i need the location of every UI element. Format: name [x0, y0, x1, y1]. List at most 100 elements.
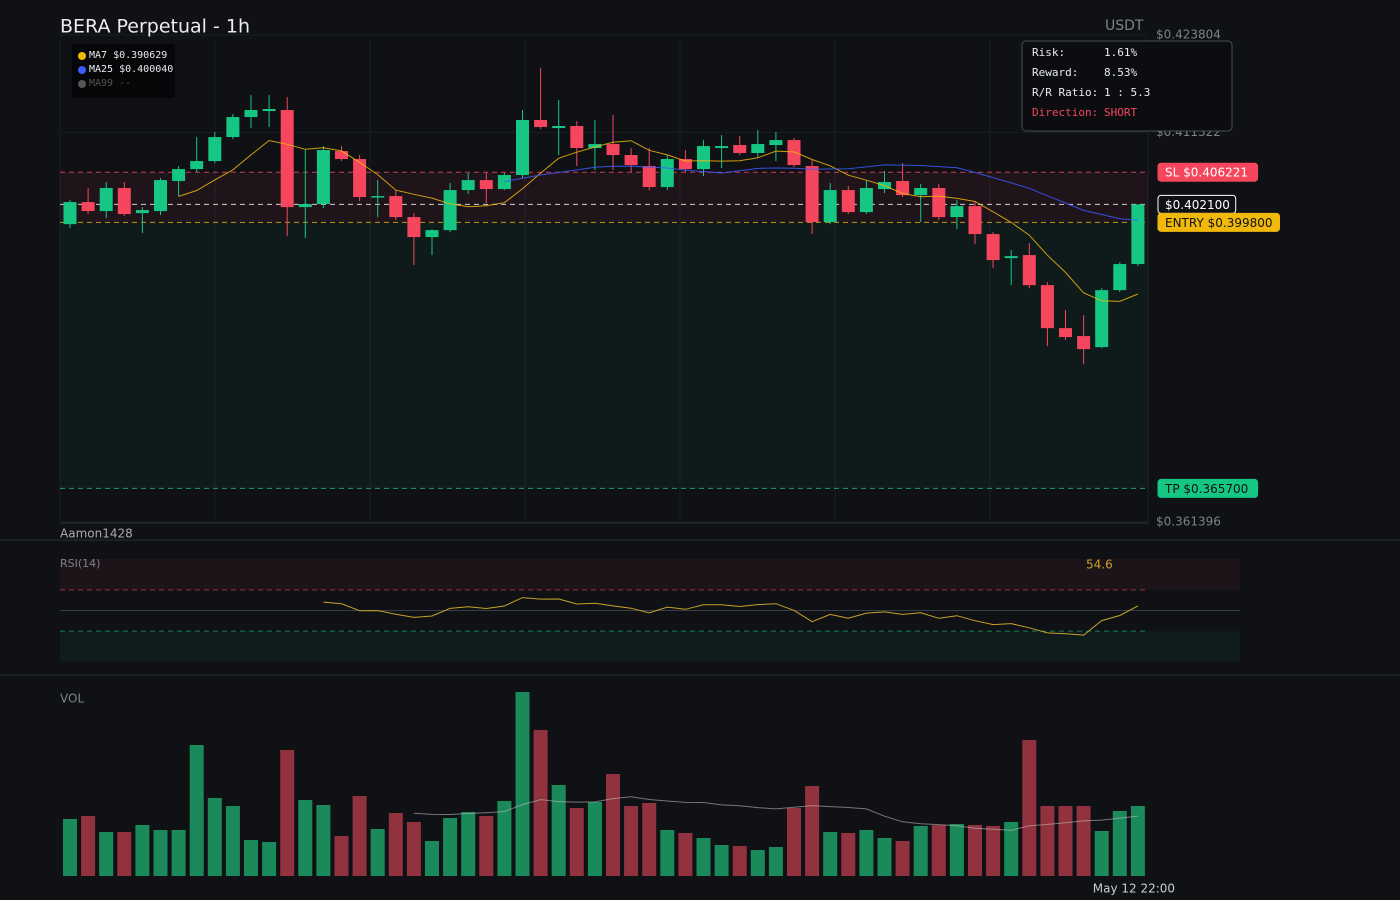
volume-bar [1022, 740, 1037, 876]
volume-bar [642, 803, 657, 876]
volume-bar [316, 805, 331, 876]
volume-bar [1076, 806, 1091, 876]
volume-bar [678, 833, 693, 876]
candle-body [99, 188, 113, 212]
volume-bar [1004, 822, 1019, 876]
volume-bar [696, 838, 711, 876]
volume-bar [388, 813, 403, 876]
volume-bar [244, 840, 258, 876]
candle-body [262, 109, 276, 112]
candle-body [407, 217, 421, 238]
candle-body [841, 190, 855, 213]
volume-bar [153, 830, 168, 876]
candle-body [715, 146, 729, 149]
moving-average [504, 164, 1138, 221]
level-tag-label: SL $0.406221 [1165, 166, 1248, 180]
y-tick-label: $0.423804 [1156, 28, 1221, 42]
candle-body [751, 144, 765, 154]
candle-body [642, 166, 656, 188]
candle-body [353, 159, 367, 198]
level-tag-label: ENTRY $0.399800 [1165, 216, 1273, 230]
level-tag: SL $0.406221 [1157, 162, 1259, 182]
candle-body [859, 188, 873, 213]
volume-bar [370, 829, 385, 876]
volume-bar [587, 802, 602, 876]
info-value: 1.61% [1104, 46, 1137, 59]
candle-body [1113, 264, 1127, 291]
candle-body [516, 120, 529, 176]
volume-bar [949, 824, 964, 876]
candle-body [697, 146, 710, 170]
candle-body [81, 202, 95, 212]
volume-bar [479, 816, 494, 876]
level-tag-label: TP $0.365700 [1164, 482, 1248, 496]
candle-body [1131, 204, 1145, 265]
candle-body [461, 180, 475, 191]
candle-body [1077, 336, 1091, 350]
candle-body [1040, 285, 1054, 329]
info-key: R/R Ratio: [1032, 86, 1098, 99]
candle-body [823, 190, 837, 223]
candle-body [1022, 255, 1036, 286]
y-tick-label: $0.361396 [1156, 515, 1221, 529]
volume-bar [551, 785, 566, 876]
candle-body [371, 196, 385, 198]
volume-bar [171, 830, 186, 876]
candle-body [787, 140, 801, 166]
volume-bar [1112, 811, 1127, 876]
candle-body [1059, 328, 1072, 338]
rsi-line [323, 597, 1139, 636]
chart-title: BERA Perpetual - 1h [60, 16, 250, 38]
legend-dot [78, 66, 86, 74]
volume-bar [1094, 831, 1109, 876]
candle-body [443, 190, 457, 231]
oversold-zone [60, 631, 1240, 662]
volume-bar [986, 826, 1001, 876]
volume-bar [298, 800, 313, 876]
candle-body [298, 204, 312, 208]
volume-bar [189, 745, 204, 876]
candle-body [678, 159, 692, 170]
candle-body [552, 126, 566, 129]
volume-bar [99, 832, 114, 876]
info-key: Direction: [1032, 106, 1098, 119]
volume-bar [624, 806, 639, 876]
risk-zone [60, 172, 1148, 223]
candle-body [534, 120, 548, 128]
info-value: 8.53% [1104, 66, 1137, 79]
volume-bar [787, 808, 801, 876]
candle-body [244, 110, 258, 118]
volume-bar [823, 832, 838, 876]
candle-body [425, 230, 439, 238]
volume-bar [117, 832, 132, 876]
volume-bar [931, 825, 946, 876]
level-tag: $0.402100 [1157, 194, 1237, 214]
volume-bar [443, 818, 458, 876]
candle-body [135, 210, 149, 214]
volume-bar [207, 798, 222, 876]
level-tag: TP $0.365700 [1157, 478, 1259, 498]
volume-bar [968, 825, 982, 876]
candle-body [316, 150, 330, 205]
info-key: Risk: [1032, 46, 1065, 59]
pane-title: RSI(14) [60, 557, 100, 570]
candle-body [63, 202, 77, 225]
volume-bar [1040, 806, 1055, 876]
candle-body [280, 110, 294, 208]
candle-body [968, 206, 982, 235]
candle-body [335, 151, 348, 160]
candle-body [226, 117, 240, 138]
volume-bar [81, 816, 96, 876]
candle-body [1095, 290, 1109, 348]
moving-average [178, 139, 1139, 302]
level-tag: ENTRY $0.399800 [1157, 212, 1280, 232]
candle-body [805, 166, 819, 223]
reward-zone [60, 222, 1148, 489]
volume-bar [750, 850, 765, 876]
candle-body [190, 161, 204, 170]
volume-bar [352, 796, 367, 876]
volume-bar [895, 841, 910, 876]
volume-bar [732, 846, 747, 876]
candle-body [914, 188, 928, 196]
